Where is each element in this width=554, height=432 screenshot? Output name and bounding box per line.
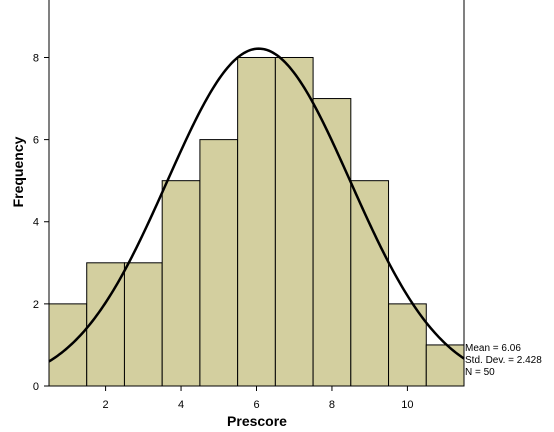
x-tick-label-8: 8	[329, 399, 335, 411]
y-tick-label-4: 4	[33, 217, 39, 229]
x-tick-label-6: 6	[253, 399, 259, 411]
histogram-bar-11	[425, 344, 465, 387]
x-tick-label-2: 2	[103, 399, 109, 411]
y-tick-label-8: 8	[33, 52, 39, 64]
histogram-bars	[48, 56, 465, 387]
y-axis-ticks: 0 2 4 6 8	[33, 52, 49, 393]
x-axis-ticks: 2 4 6 8 10	[103, 386, 414, 411]
histogram-bar-7	[274, 56, 314, 387]
y-tick-label-6: 6	[33, 135, 39, 147]
histogram-bar-9	[350, 180, 390, 387]
y-axis-label: Frequency	[10, 136, 26, 207]
x-tick-label-4: 4	[178, 399, 184, 411]
histogram-bar-3	[123, 262, 163, 387]
stats-std: Std. Dev. = 2.428	[465, 355, 542, 366]
histogram-bar-8	[312, 98, 352, 387]
histogram-bar-4	[161, 180, 201, 387]
histogram-bar-5	[199, 139, 239, 387]
y-tick-label-2: 2	[33, 299, 39, 311]
x-axis-label: Prescore	[227, 413, 287, 429]
stats-mean: Mean = 6.06	[465, 343, 521, 354]
stats-n: N = 50	[465, 367, 495, 378]
x-tick-label-10: 10	[401, 399, 413, 411]
y-tick-label-0: 0	[33, 381, 39, 393]
normal-curve	[48, 47, 465, 363]
histogram-bar-6	[237, 56, 276, 387]
histogram-bar-1	[48, 303, 88, 387]
stats-box: Mean = 6.06 Std. Dev. = 2.428 N = 50	[465, 343, 542, 378]
histogram-bar-10	[388, 303, 427, 387]
